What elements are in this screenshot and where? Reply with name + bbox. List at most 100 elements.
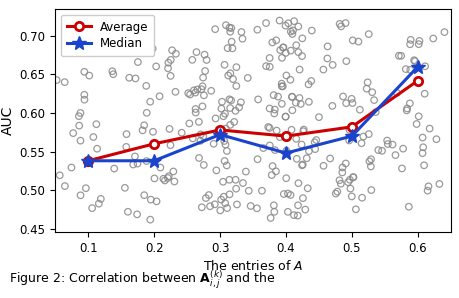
Point	[219, 114, 227, 119]
Median	[283, 151, 288, 155]
Point	[224, 73, 231, 78]
Median	[414, 65, 420, 69]
Point	[357, 141, 364, 146]
Point	[226, 71, 234, 76]
Point	[191, 90, 199, 95]
Point	[218, 99, 225, 104]
Point	[134, 60, 141, 64]
Point	[355, 107, 363, 112]
Point	[221, 142, 229, 147]
Point	[348, 175, 356, 180]
Point	[295, 67, 302, 72]
Point	[274, 94, 281, 99]
Point	[401, 67, 409, 72]
Point	[392, 91, 400, 95]
Point	[196, 132, 204, 137]
Point	[304, 100, 312, 104]
Point	[286, 77, 293, 82]
Point	[294, 203, 301, 208]
Point	[286, 193, 294, 197]
Point	[90, 135, 97, 139]
Point	[298, 36, 305, 41]
Point	[262, 21, 269, 25]
Point	[214, 130, 222, 135]
Point	[259, 146, 267, 150]
Point	[298, 162, 306, 167]
Point	[195, 119, 202, 124]
Point	[429, 36, 436, 41]
Point	[217, 106, 224, 111]
Point	[282, 176, 289, 181]
Point	[124, 209, 131, 214]
Point	[224, 46, 231, 51]
Point	[346, 186, 353, 191]
Point	[397, 166, 405, 171]
Point	[185, 121, 193, 126]
Point	[388, 142, 395, 147]
Point	[61, 184, 68, 189]
Point	[284, 209, 291, 214]
Point	[391, 153, 398, 157]
Point	[363, 80, 370, 85]
Point	[420, 91, 427, 96]
Point	[365, 159, 372, 164]
Point	[226, 30, 233, 34]
Point	[288, 95, 295, 100]
Point	[233, 202, 240, 207]
Point	[415, 38, 422, 43]
Point	[299, 129, 306, 134]
Point	[222, 126, 229, 131]
Point	[228, 39, 235, 44]
Point	[323, 56, 330, 61]
Line: Average: Average	[84, 77, 421, 165]
Point	[305, 149, 312, 153]
Point	[254, 97, 261, 102]
Point	[147, 197, 154, 202]
Point	[292, 136, 299, 141]
Point	[409, 58, 417, 63]
Point	[403, 106, 410, 111]
Point	[344, 180, 351, 184]
Point	[110, 166, 118, 171]
Point	[178, 130, 185, 135]
Point	[272, 128, 280, 133]
Point	[294, 50, 302, 55]
Point	[275, 135, 283, 139]
Point	[223, 206, 230, 210]
Point	[406, 67, 413, 72]
Point	[397, 53, 404, 58]
Point	[146, 99, 153, 104]
Legend: Average, Median: Average, Median	[61, 15, 154, 56]
Point	[404, 204, 412, 209]
Point	[347, 97, 354, 101]
Point	[225, 97, 233, 102]
Point	[265, 125, 273, 130]
Point	[326, 156, 333, 161]
Point	[242, 169, 249, 174]
Point	[196, 139, 204, 143]
Point	[279, 84, 286, 89]
Median	[348, 134, 354, 138]
Point	[231, 177, 239, 182]
Point	[368, 90, 375, 94]
Point	[133, 212, 140, 217]
Point	[81, 97, 88, 102]
Point	[165, 174, 172, 179]
Point	[301, 207, 308, 212]
Point	[201, 69, 208, 73]
Point	[211, 27, 218, 32]
Point	[244, 75, 251, 80]
Point	[230, 119, 237, 124]
Text: Figure 2: Correlation between $\mathbf{A}_{i,j}^{(k)}$ and the: Figure 2: Correlation between $\mathbf{A…	[9, 269, 275, 291]
Point	[302, 156, 310, 161]
Point	[299, 196, 306, 201]
Point	[219, 179, 226, 184]
Point	[294, 181, 302, 186]
Point	[221, 111, 228, 116]
Point	[405, 42, 413, 46]
Point	[314, 115, 322, 119]
Point	[192, 50, 200, 55]
Point	[121, 185, 128, 190]
Point	[161, 178, 168, 183]
Point	[328, 103, 336, 108]
